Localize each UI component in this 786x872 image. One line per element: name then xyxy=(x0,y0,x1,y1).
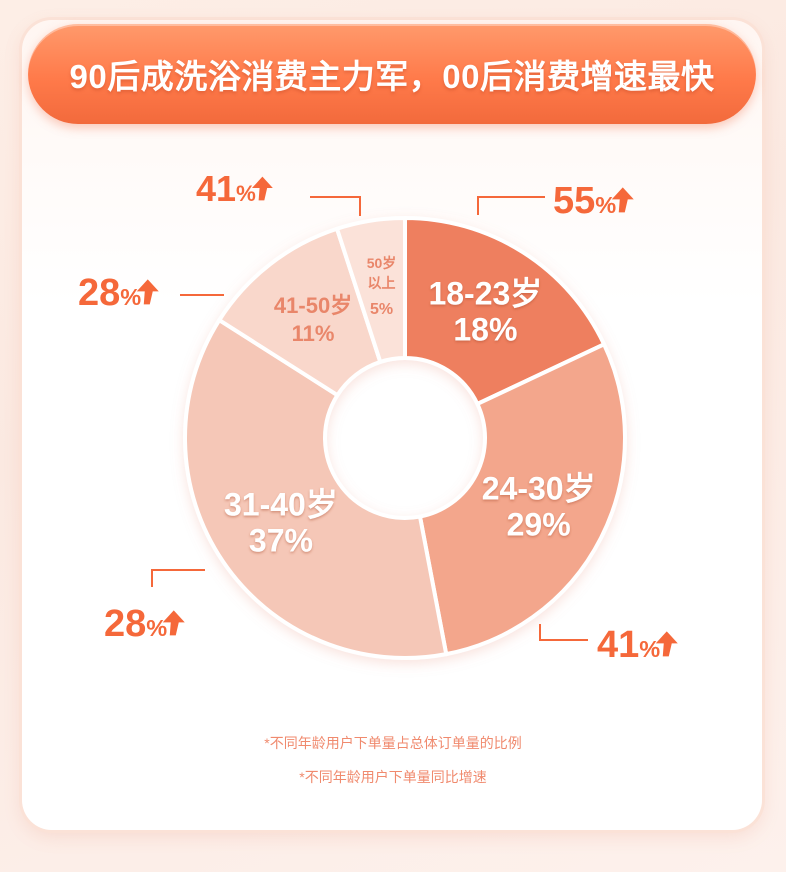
slice-24-30岁 xyxy=(417,342,627,657)
slice-value-label: 5% xyxy=(370,301,393,318)
title-banner: 90后成洗浴消费主力军，00后消费增速最快 xyxy=(28,24,756,124)
page-title: 90后成洗浴消费主力军，00后消费增速最快 xyxy=(69,58,715,95)
footnote-growth: *不同年龄用户下单量同比增速 xyxy=(299,769,487,785)
growth-rate-label: 28% xyxy=(78,272,141,314)
up-arrow-icon xyxy=(611,187,634,213)
slice-value-label: 18% xyxy=(453,312,517,348)
slice-41-50岁 xyxy=(217,226,383,398)
up-arrow-icon xyxy=(655,631,678,657)
slice-category-label: 以上 xyxy=(368,275,396,291)
footnote-share: *不同年龄用户下单量占总体订单量的比例 xyxy=(264,735,522,751)
slice-value-label: 11% xyxy=(292,321,335,346)
growth-connector-line xyxy=(539,624,588,641)
growth-rate-label: 55% xyxy=(553,180,616,222)
slice-category-label: 31-40岁 xyxy=(224,487,338,523)
up-arrow-icon xyxy=(162,610,185,636)
growth-rate-label: 41% xyxy=(196,168,256,209)
growth-rate-label: 41% xyxy=(597,624,660,666)
up-arrow-icon xyxy=(136,279,159,305)
slice-18-23岁 xyxy=(403,216,607,406)
slice-category-label: 18-23岁 xyxy=(428,276,542,312)
slice-category-label: 41-50岁 xyxy=(274,293,352,318)
slice-category-label: 24-30岁 xyxy=(482,470,596,506)
up-arrow-icon xyxy=(251,176,273,201)
infographic-card xyxy=(22,20,762,830)
growth-connector-line xyxy=(151,569,205,587)
growth-connector-line xyxy=(310,196,361,216)
slice-category-label: 50岁 xyxy=(367,255,397,271)
slice-value-label: 37% xyxy=(249,523,313,559)
slice-value-label: 29% xyxy=(507,506,571,542)
slice-31-40岁 xyxy=(183,318,449,660)
slice-50岁以上 xyxy=(335,216,407,364)
growth-rate-label: 28% xyxy=(104,603,167,645)
growth-connector-line xyxy=(477,196,545,215)
